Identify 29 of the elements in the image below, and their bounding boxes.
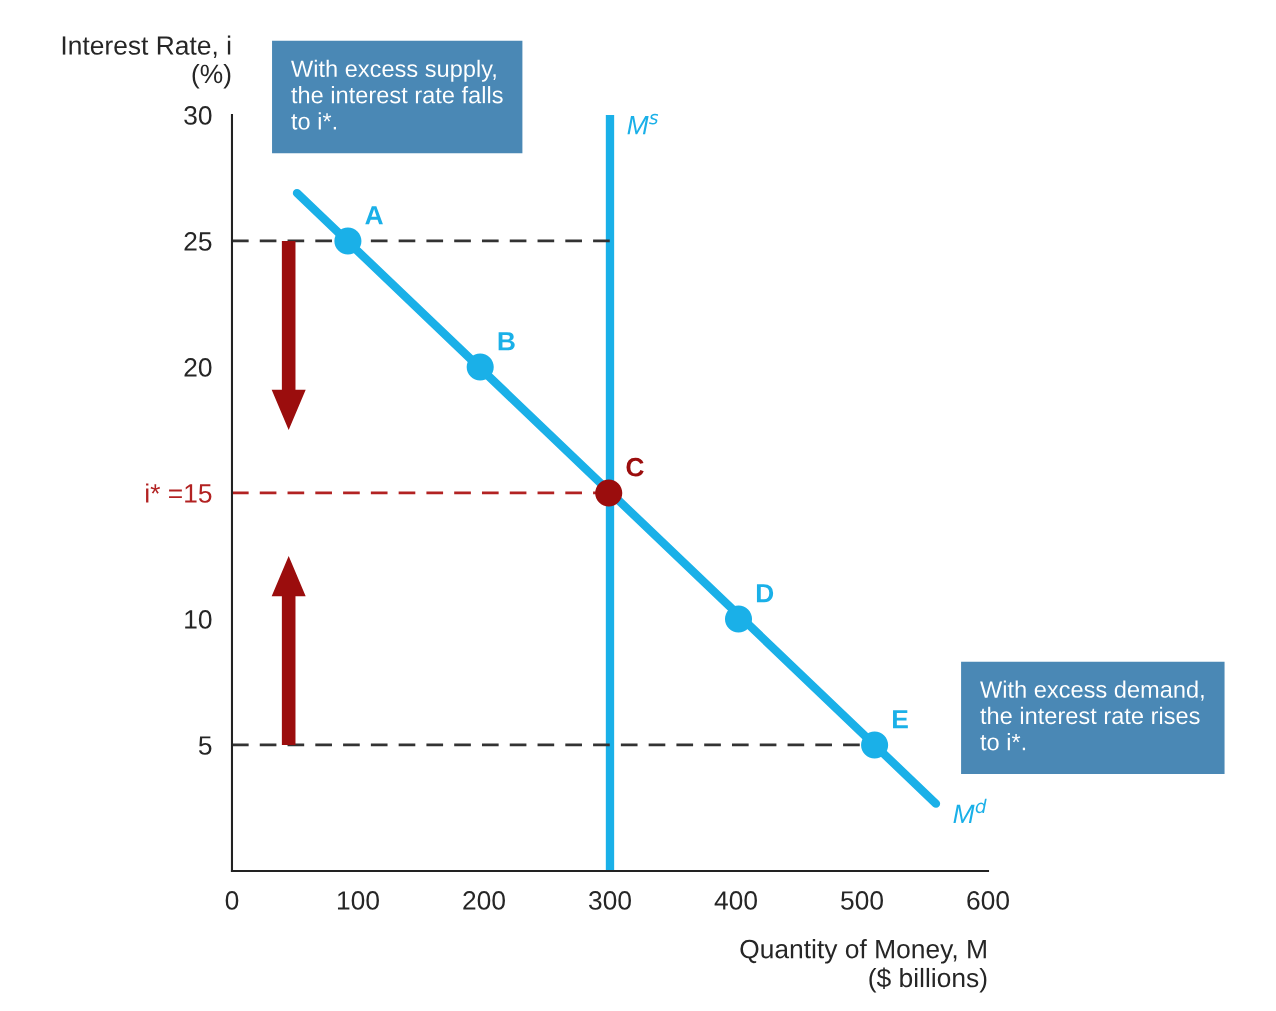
y-tick-label: 5 — [198, 736, 212, 755]
x-tick-label: 0 — [225, 891, 239, 910]
y-tick-label: 10 — [185, 610, 212, 629]
x-tick-label: 100 — [337, 891, 379, 910]
x-tick-label: 200 — [463, 891, 505, 910]
annotation: D — [756, 584, 774, 603]
annotation: B — [498, 332, 515, 351]
annotation: C — [626, 457, 644, 477]
y-tick-label: 30 — [184, 106, 212, 125]
y-tick-label: i* =15 — [146, 483, 212, 503]
x-tick-label: 600 — [967, 891, 1009, 910]
point — [724, 605, 753, 633]
point — [466, 353, 494, 381]
annotation: M$^{d}$ — [953, 798, 987, 823]
annotation: With excess supply, the interest rate falls to i*. — [291, 59, 503, 130]
point — [595, 479, 623, 507]
x-tick-label: 300 — [588, 891, 631, 910]
point — [334, 227, 362, 255]
annotation: E — [893, 710, 908, 729]
point — [861, 731, 889, 759]
y-tick-label: 25 — [184, 232, 212, 251]
y-tick-label: 20 — [184, 358, 212, 377]
x-tick-label: 400 — [714, 891, 757, 910]
annotation: With excess demand, the interest rate rises to i*. — [980, 680, 1204, 751]
x-axis-title: Quantity of Money, M ($ billions) — [740, 939, 987, 993]
annotation: A — [365, 206, 383, 225]
x-tick-label: 500 — [841, 891, 883, 910]
annotation: M$^{s}$ — [627, 113, 659, 135]
y-axis-title: Interest Rate, i (%) — [62, 35, 231, 89]
